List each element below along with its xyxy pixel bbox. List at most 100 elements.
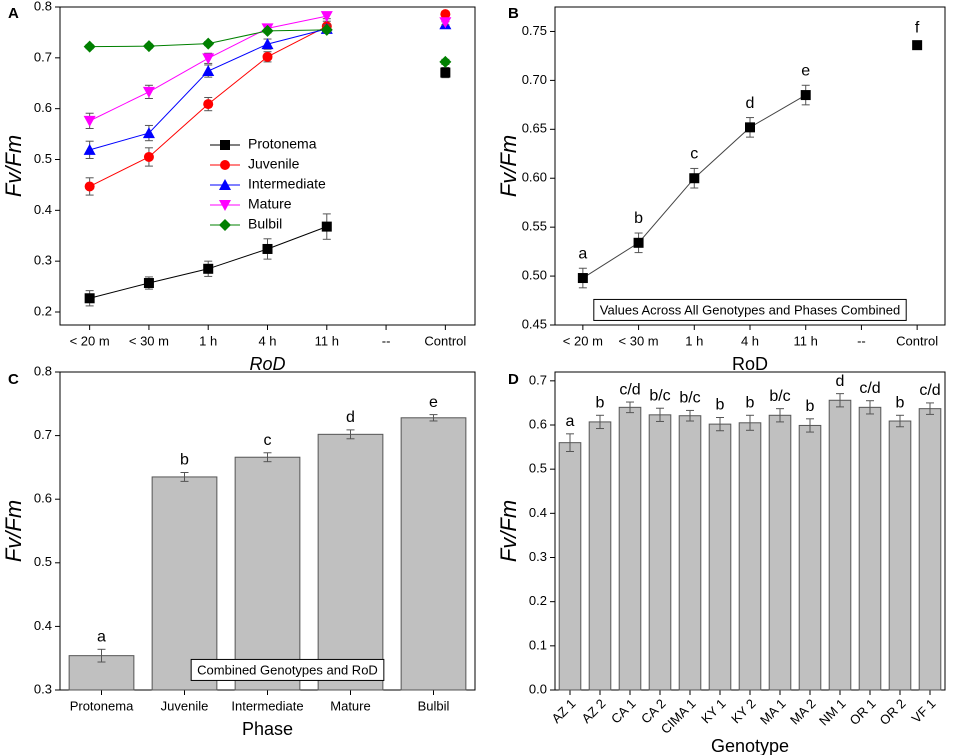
marker (800, 90, 811, 101)
y-axis-label: Fv/Fm (1, 135, 26, 197)
panel-label: C (8, 371, 19, 388)
marker (745, 122, 755, 133)
x-axis-label: Phase (242, 719, 293, 739)
x-tick-label: < 20 m (70, 333, 110, 348)
bar (68, 655, 135, 691)
group-label: b/c (649, 387, 670, 404)
panel-label: A (8, 5, 19, 22)
x-tick-label: Juvenile (161, 698, 209, 713)
error-bar (686, 409, 694, 422)
group-label: c/d (619, 381, 640, 398)
error-bar (926, 402, 934, 415)
bar (648, 414, 672, 691)
x-tick-label: Intermediate (231, 698, 303, 713)
error-bar (746, 414, 754, 431)
bar (317, 433, 384, 691)
y-tick-label: 0.2 (34, 303, 52, 318)
error-bar (566, 433, 574, 452)
group-label: d (836, 373, 845, 390)
group-label: d (346, 409, 355, 426)
x-tick-label: < 30 m (619, 333, 659, 348)
x-tick-label: KY 2 (728, 696, 758, 726)
marker (440, 9, 451, 20)
marker (142, 127, 155, 139)
bar (708, 423, 732, 691)
group-label: d (746, 95, 755, 112)
panel-label: D (508, 371, 519, 388)
y-tick-label: 0.4 (34, 618, 52, 633)
group-label: c (264, 432, 272, 449)
x-tick-label: Protonema (70, 698, 134, 713)
group-label: b (596, 395, 605, 412)
y-tick-label: 0.75 (522, 23, 547, 38)
error-bar (716, 416, 724, 432)
y-tick-label: 0.8 (34, 0, 52, 13)
y-tick-label: 0.5 (34, 554, 52, 569)
marker (577, 273, 588, 284)
error-bar (346, 429, 355, 440)
x-tick-label: < 30 m (129, 333, 169, 348)
x-tick-label: Bulbil (418, 698, 450, 713)
group-label: e (429, 394, 438, 411)
bar (798, 424, 822, 691)
error-bar (429, 414, 438, 422)
x-tick-label: MA 2 (787, 696, 819, 728)
plot-frame (554, 6, 946, 326)
y-tick-label: 0.7 (34, 49, 52, 64)
x-tick-label: NM 1 (816, 696, 849, 729)
group-label: c/d (859, 380, 880, 397)
x-axis-label: RoD (249, 354, 285, 374)
x-tick-label: Control (896, 333, 938, 348)
y-tick-label: 0.70 (522, 72, 547, 87)
y-tick-label: 0.0 (529, 681, 547, 696)
error-bar (776, 408, 784, 423)
y-tick-label: 0.65 (522, 121, 547, 136)
bar (828, 399, 852, 691)
marker (83, 143, 96, 155)
x-tick-label: OR 2 (876, 696, 908, 728)
marker (262, 243, 273, 254)
marker (203, 99, 214, 110)
marker (220, 160, 230, 170)
marker (203, 263, 214, 274)
y-tick-label: 0.3 (529, 549, 547, 564)
error-bar (263, 452, 272, 463)
x-tick-label: KY 1 (698, 696, 728, 726)
y-tick-label: 0.4 (529, 505, 547, 520)
marker (320, 23, 333, 36)
marker (219, 179, 231, 190)
x-tick-label: MA 1 (757, 696, 789, 728)
bar (858, 406, 882, 691)
marker (440, 67, 451, 78)
y-tick-label: 0.50 (522, 268, 547, 283)
marker (219, 219, 231, 231)
error-bar (656, 407, 664, 422)
bar (888, 420, 912, 691)
y-tick-label: 0.45 (522, 316, 547, 331)
panel-label: B (508, 5, 519, 22)
legend-label: Intermediate (248, 176, 326, 192)
marker (261, 38, 274, 50)
annotation-box (593, 298, 907, 321)
y-axis-label: Fv/Fm (496, 500, 521, 562)
annotation: Combined Genotypes and RoD (197, 662, 378, 677)
x-tick-label: 1 h (685, 333, 703, 348)
y-tick-label: 0.6 (34, 100, 52, 115)
y-tick-label: 0.7 (529, 372, 547, 387)
group-label: a (578, 245, 587, 262)
marker (321, 221, 332, 232)
x-tick-label: 4 h (741, 333, 759, 348)
marker (320, 11, 333, 23)
y-tick-label: 0.60 (522, 170, 547, 185)
marker (689, 173, 700, 184)
x-tick-label: Control (424, 333, 466, 348)
marker (439, 55, 452, 68)
group-label: b (716, 397, 725, 414)
bar (918, 408, 942, 691)
marker (439, 17, 452, 29)
y-axis-label: Fv/Fm (496, 135, 521, 197)
x-tick-label: 11 h (315, 333, 339, 348)
group-label: c (690, 146, 698, 163)
marker (143, 151, 154, 162)
